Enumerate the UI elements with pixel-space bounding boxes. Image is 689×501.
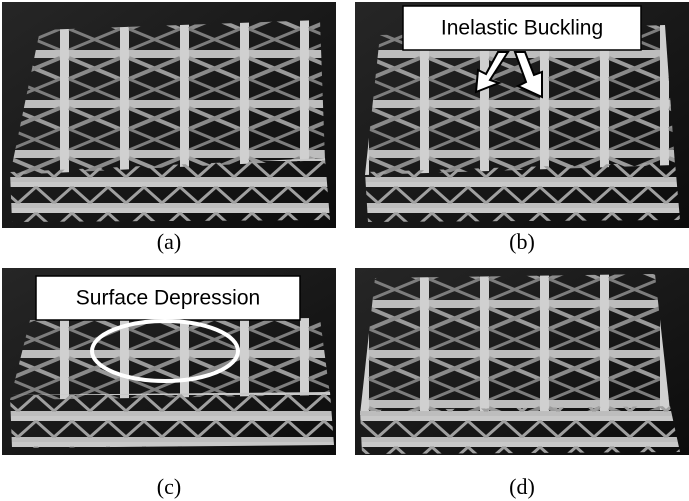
photo-a <box>2 2 336 228</box>
figure: (a) Inelastic Buckling (b) Surface Depre… <box>0 0 689 501</box>
caption: (d) <box>509 474 535 499</box>
caption: (b) <box>509 229 535 254</box>
annotation: Inelastic Buckling <box>441 17 603 40</box>
photo-d <box>355 268 689 455</box>
caption: (c) <box>157 474 181 499</box>
caption: (a) <box>157 229 181 254</box>
annotation: Surface Depression <box>76 287 260 310</box>
